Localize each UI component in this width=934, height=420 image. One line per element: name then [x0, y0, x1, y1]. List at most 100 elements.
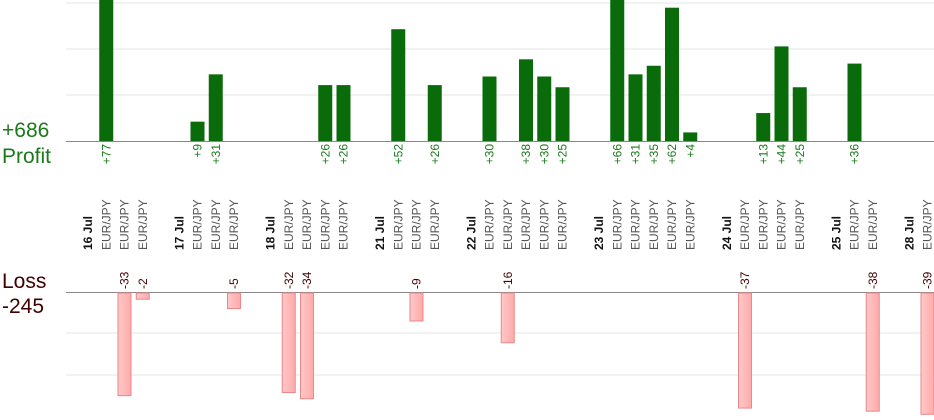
profit-value-label: +38	[519, 144, 533, 165]
pair-label: EUR/JPY	[519, 199, 533, 250]
profit-bar	[427, 85, 442, 141]
loss-total: -245	[2, 295, 44, 318]
profit-bar	[792, 87, 807, 141]
pair-label: EUR/JPY	[483, 199, 497, 250]
pair-label: EUR/JPY	[921, 199, 934, 250]
profit-value-label: +31	[209, 144, 223, 165]
loss-value-label: -9	[410, 278, 424, 289]
date-label: 22 Jul	[464, 216, 478, 250]
profit-value-label: +62	[665, 144, 679, 165]
loss-value-label: -16	[501, 271, 515, 289]
profit-bar	[318, 85, 333, 141]
profit-bar	[519, 59, 533, 141]
pair-label: EUR/JPY	[118, 199, 132, 250]
loss-bar	[135, 292, 150, 300]
loss-bar	[300, 292, 314, 400]
loss-value-label: -2	[136, 278, 150, 289]
loss-value-label: -33	[118, 271, 132, 289]
pair-label: EUR/JPY	[665, 199, 679, 250]
pair-label: EUR/JPY	[337, 199, 351, 250]
profit-value-label: +25	[556, 144, 570, 165]
date-label: 18 Jul	[264, 216, 278, 250]
profit-bar	[756, 113, 771, 141]
profit-bar	[208, 74, 223, 141]
pair-label: EUR/JPY	[227, 199, 241, 250]
pair-label: EUR/JPY	[866, 199, 880, 250]
loss-value-label: -37	[738, 271, 752, 289]
loss-value-label: -39	[921, 271, 934, 289]
loss-bar	[500, 292, 515, 344]
pair-label: EUR/JPY	[610, 199, 624, 250]
grid-layer	[66, 2, 934, 376]
profit-bar	[847, 63, 862, 141]
loss-value-label: -32	[282, 271, 296, 289]
profit-value-label: +4	[683, 144, 697, 158]
profit-value-label: +13	[756, 144, 770, 165]
profit-bar	[665, 7, 679, 142]
pair-label: EUR/JPY	[738, 199, 752, 250]
pair-label: EUR/JPY	[756, 199, 770, 250]
pair-label: EUR/JPY	[501, 199, 515, 250]
profit-bar	[391, 29, 406, 142]
date-label: 16 Jul	[81, 216, 95, 250]
profit-bar	[628, 74, 643, 141]
profit-bar	[683, 132, 698, 141]
profit-bar	[555, 87, 570, 141]
profit-total: +686	[2, 119, 49, 142]
pair-label: EUR/JPY	[537, 199, 551, 250]
loss-value-label: -34	[300, 271, 314, 289]
pair-label: EUR/JPY	[300, 199, 314, 250]
loss-bar	[409, 292, 424, 322]
loss-bar	[738, 292, 752, 409]
profit-value-label: +52	[391, 144, 405, 165]
profit-value-label: +26	[337, 144, 351, 165]
date-label: 17 Jul	[172, 216, 186, 250]
loss-bars: -33 -2 -5 -32 -34 -9 -16 -37 -38 -39	[117, 271, 934, 415]
profit-bar	[646, 65, 661, 141]
pair-label: EUR/JPY	[683, 199, 697, 250]
pair-label: EUR/JPY	[318, 199, 332, 250]
profit-value-label: +77	[99, 144, 113, 165]
date-label: 24 Jul	[720, 216, 734, 250]
profit-value-label: +44	[775, 144, 789, 165]
pair-label: EUR/JPY	[629, 199, 643, 250]
loss-value-label: -38	[866, 271, 880, 289]
profit-bars: +77 +9 +31 +26 +26 +52 +26 +30 +38 +30 +25 +66 +31 +3…	[99, 0, 862, 165]
category-labels: 16 Jul EUR/JPY EUR/JPY EUR/JPY 17 Jul EUR/JPY…	[81, 199, 934, 250]
date-label: 28 Jul	[902, 216, 916, 250]
pair-label: EUR/JPY	[136, 199, 150, 250]
profit-value-label: +30	[483, 144, 497, 165]
profit-bar	[190, 121, 205, 141]
profit-bar	[610, 0, 625, 141]
profit-bar	[482, 76, 497, 141]
pair-label: EUR/JPY	[848, 199, 862, 250]
pair-label: EUR/JPY	[209, 199, 223, 250]
pair-label: EUR/JPY	[428, 199, 442, 250]
profit-value-label: +66	[610, 144, 624, 165]
date-label: 23 Jul	[592, 216, 606, 250]
profit-value-label: +25	[793, 144, 807, 165]
profit-bar	[537, 76, 552, 141]
loss-bar	[281, 292, 296, 394]
pair-label: EUR/JPY	[556, 199, 570, 250]
pair-label: EUR/JPY	[191, 199, 205, 250]
pair-label: EUR/JPY	[775, 199, 789, 250]
profit-value-label: +26	[318, 144, 332, 165]
pair-label: EUR/JPY	[282, 199, 296, 250]
pair-label: EUR/JPY	[647, 199, 661, 250]
pair-label: EUR/JPY	[99, 199, 113, 250]
profit-value-label: +30	[537, 144, 551, 165]
loss-bar	[117, 292, 132, 397]
profit-label: Profit	[2, 145, 51, 168]
profit-value-label: +31	[629, 144, 643, 165]
pair-label: EUR/JPY	[410, 199, 424, 250]
pair-label: EUR/JPY	[793, 199, 807, 250]
loss-bar	[920, 292, 934, 415]
loss-bar	[227, 292, 241, 310]
date-label: 21 Jul	[373, 216, 387, 250]
date-label: 25 Jul	[829, 216, 843, 250]
profit-value-label: +36	[848, 144, 862, 165]
profit-value-label: +26	[428, 144, 442, 165]
